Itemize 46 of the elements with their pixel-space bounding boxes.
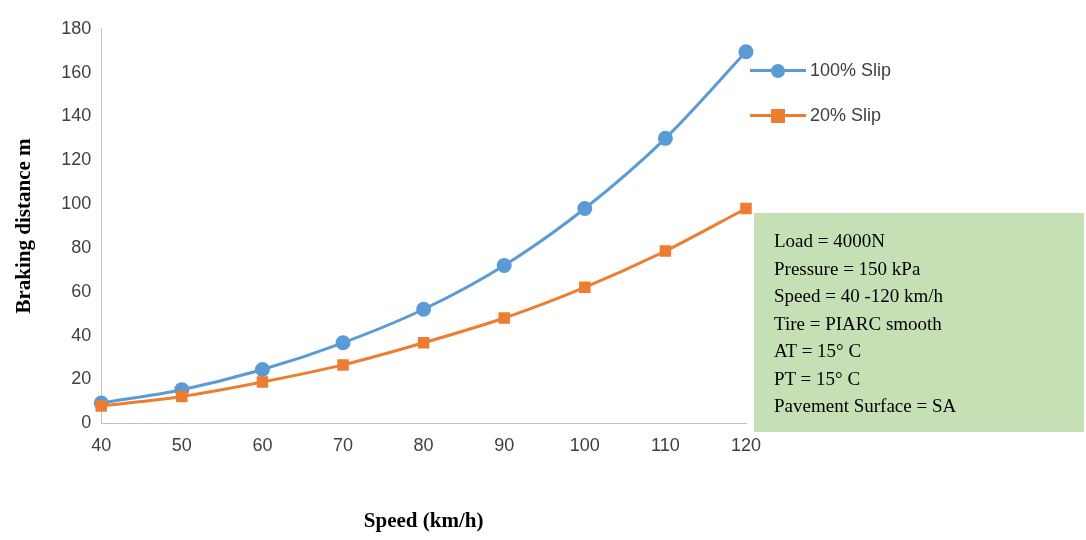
point [254, 362, 270, 378]
y-tick-label: 120 [61, 149, 92, 170]
legend-label: 20% Slip [810, 105, 882, 126]
y-tick-label: 80 [71, 236, 92, 257]
x-tick-label: 40 [91, 434, 112, 455]
x-tick-label: 70 [333, 434, 354, 455]
legend-label: 100% Slip [810, 60, 892, 81]
text: AT = 15° C [774, 339, 863, 363]
y-tick-label: 20 [71, 368, 92, 389]
y-tick-label: 180 [61, 17, 92, 38]
text: Load = 4000N [774, 229, 886, 253]
point [417, 337, 430, 349]
y-tick-label: 40 [71, 324, 92, 345]
text: Tire = PIARC smooth [774, 311, 943, 336]
x-tick-label: 50 [171, 434, 192, 455]
point [657, 130, 673, 146]
x-tick-label: 90 [494, 434, 515, 455]
point [335, 335, 351, 351]
x-axis-title: Speed (km/h) [363, 507, 484, 532]
point [738, 44, 754, 60]
point [659, 245, 672, 257]
point [176, 390, 188, 403]
text: Pressure = 150 kPa [774, 256, 922, 281]
point [95, 400, 107, 412]
point [256, 376, 269, 388]
y-axis-title: Braking distance m [11, 137, 36, 314]
y-tick-label: 140 [61, 105, 92, 126]
x-tick-label: 80 [413, 434, 434, 455]
x-tick-label: 110 [651, 434, 680, 455]
x-tick-label: 60 [252, 434, 273, 455]
point [337, 359, 349, 371]
point [416, 301, 432, 317]
text: Speed = 40 -120 km/h [774, 284, 945, 308]
text: Pavement Surface = SA [774, 394, 958, 418]
y-tick-label: 100 [61, 193, 92, 214]
point [577, 200, 593, 216]
point [579, 281, 591, 294]
text: PT = 15° C [774, 366, 862, 391]
point [498, 312, 510, 324]
y-tick-label: 160 [61, 61, 92, 82]
point [496, 257, 512, 273]
x-tick-label: 100 [569, 434, 600, 455]
x-tick-label: 120 [730, 434, 762, 455]
y-tick-label: 60 [71, 280, 92, 301]
point [740, 202, 752, 215]
y-tick-label: 0 [81, 412, 92, 433]
